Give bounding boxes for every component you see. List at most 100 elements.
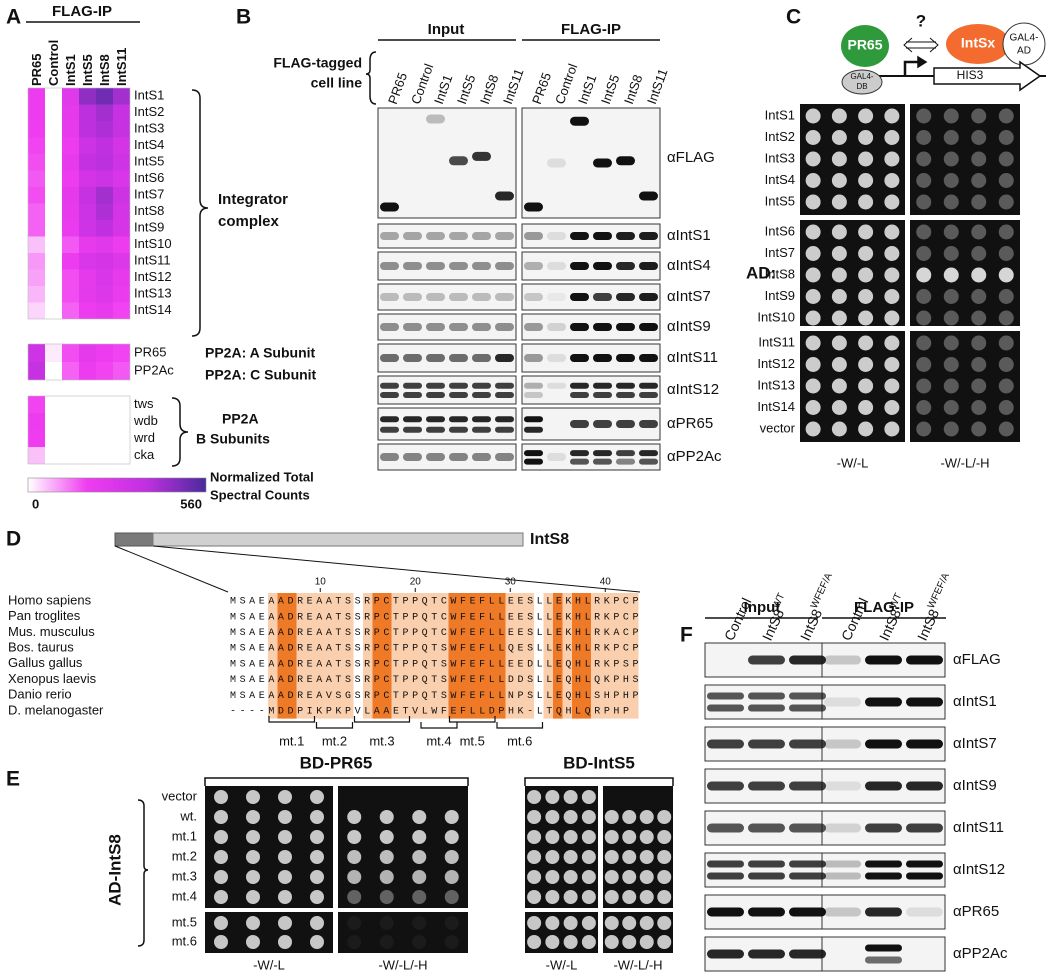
yeast-spot <box>916 421 932 437</box>
shade-light <box>315 593 325 719</box>
yeast-spot <box>445 790 459 804</box>
row-label: mt.4 <box>172 888 197 903</box>
heatmap-cell <box>96 447 113 464</box>
yeast-spot <box>412 790 426 804</box>
bracket <box>171 397 189 467</box>
band <box>524 293 543 301</box>
domain-label: GAL4- <box>1010 33 1039 44</box>
blot-header: Input <box>744 599 781 616</box>
heatmap-cell <box>28 236 45 253</box>
heatmap-cell <box>62 447 79 464</box>
heatmap-cell <box>113 170 130 187</box>
colorbar-tick: 560 <box>180 496 202 511</box>
column-label: IntS5 <box>80 54 95 86</box>
heatmap-cell <box>113 430 130 447</box>
band <box>748 872 785 880</box>
yeast-spot <box>998 357 1014 372</box>
panel-label: F <box>680 624 693 647</box>
yeast-spot <box>412 890 427 904</box>
heatmap-cell <box>28 170 45 187</box>
yeast-spot <box>831 310 847 326</box>
yeast-spot <box>916 289 932 304</box>
blot-panel <box>521 283 661 311</box>
blot-label: αFLAG <box>953 651 1001 668</box>
yeast-spot <box>971 357 987 372</box>
shade-dark <box>496 593 506 719</box>
yeast-spot <box>639 870 654 884</box>
condition-label: -W/-L/-H <box>940 455 989 470</box>
band <box>570 262 589 270</box>
heatmap-cell <box>96 286 113 303</box>
heatmap-header: FLAG-IP <box>52 3 112 20</box>
band <box>824 655 861 665</box>
blot-panel <box>704 852 829 888</box>
protein-label: IntS8 <box>530 531 569 548</box>
band <box>524 450 543 457</box>
band <box>707 739 744 749</box>
shade-light <box>600 593 610 719</box>
yeast-spot <box>998 194 1014 210</box>
yeast-spot <box>805 108 821 124</box>
heatmap-cell <box>28 413 45 430</box>
band <box>707 704 744 712</box>
band <box>824 697 861 707</box>
yeast-spot <box>805 194 821 210</box>
yeast-spot <box>858 130 874 145</box>
yeast-spot <box>998 267 1014 283</box>
lane-label: PR65 <box>529 71 554 107</box>
heatmap-cell <box>79 137 96 154</box>
band <box>547 262 566 270</box>
band <box>593 232 612 240</box>
yeast-spot <box>884 310 900 326</box>
band <box>449 382 468 389</box>
shade-light <box>629 593 639 719</box>
mutant-label: mt.5 <box>460 733 485 748</box>
row-label: wrd <box>133 430 155 445</box>
blot-panel <box>821 852 946 888</box>
yeast-spot <box>998 335 1014 351</box>
row-label: IntS7 <box>134 187 164 202</box>
condition-label: -W/-L/-H <box>613 957 662 972</box>
lane-label: IntS5 <box>598 73 622 107</box>
band <box>426 323 445 331</box>
blot-panel <box>377 313 517 341</box>
blot-panel <box>377 407 517 441</box>
bait-domain <box>841 25 889 67</box>
band <box>524 416 543 423</box>
yeast-spot <box>278 870 292 884</box>
arrow-head <box>917 55 928 69</box>
yeast-spot <box>444 916 459 930</box>
band <box>524 392 543 399</box>
yeast-spot <box>916 194 932 210</box>
heatmap-cell <box>96 137 113 154</box>
band <box>524 354 543 362</box>
domain-bar <box>152 532 524 547</box>
column-label: IntS11 <box>114 48 129 86</box>
row-label: IntS10 <box>757 309 795 324</box>
band <box>593 262 612 270</box>
yeast-spot <box>310 916 324 930</box>
yeast-spot <box>563 916 578 930</box>
shade-dark <box>477 593 487 719</box>
heatmap-cell <box>28 253 45 270</box>
band <box>593 354 612 362</box>
yeast-spot <box>831 267 847 283</box>
band <box>426 262 445 270</box>
band <box>639 450 658 457</box>
lane-label: IntS1 <box>575 73 599 107</box>
heatmap-cell <box>79 430 96 447</box>
yeast-spot <box>347 810 362 824</box>
heatmap-cell <box>113 253 130 270</box>
heatmap-cell <box>45 286 62 303</box>
yeast-spot <box>527 935 542 949</box>
band <box>570 354 589 362</box>
column-label: IntS1 <box>63 54 78 86</box>
yeast-spot <box>622 935 637 949</box>
mutant-label: mt.6 <box>507 733 532 748</box>
yeast-spot <box>884 378 900 394</box>
yeast-spot <box>831 246 847 261</box>
heatmap-cell <box>28 121 45 138</box>
band <box>865 907 902 917</box>
panel-label: E <box>6 768 20 791</box>
yeast-spot <box>943 151 959 167</box>
